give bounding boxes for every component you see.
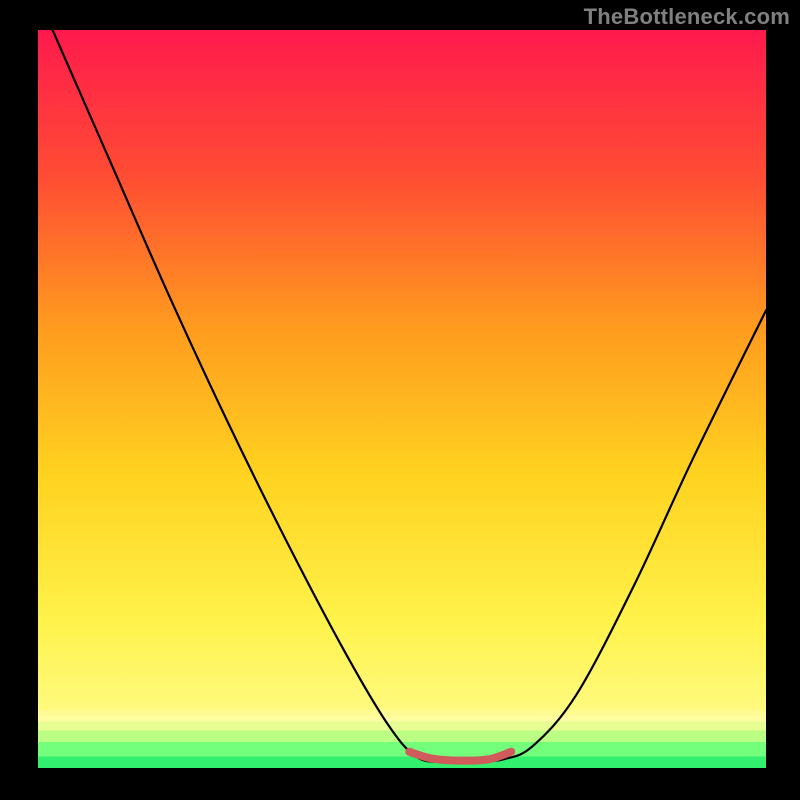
watermark-text: TheBottleneck.com [584, 4, 790, 30]
bottleneck-plot-area [38, 30, 766, 768]
